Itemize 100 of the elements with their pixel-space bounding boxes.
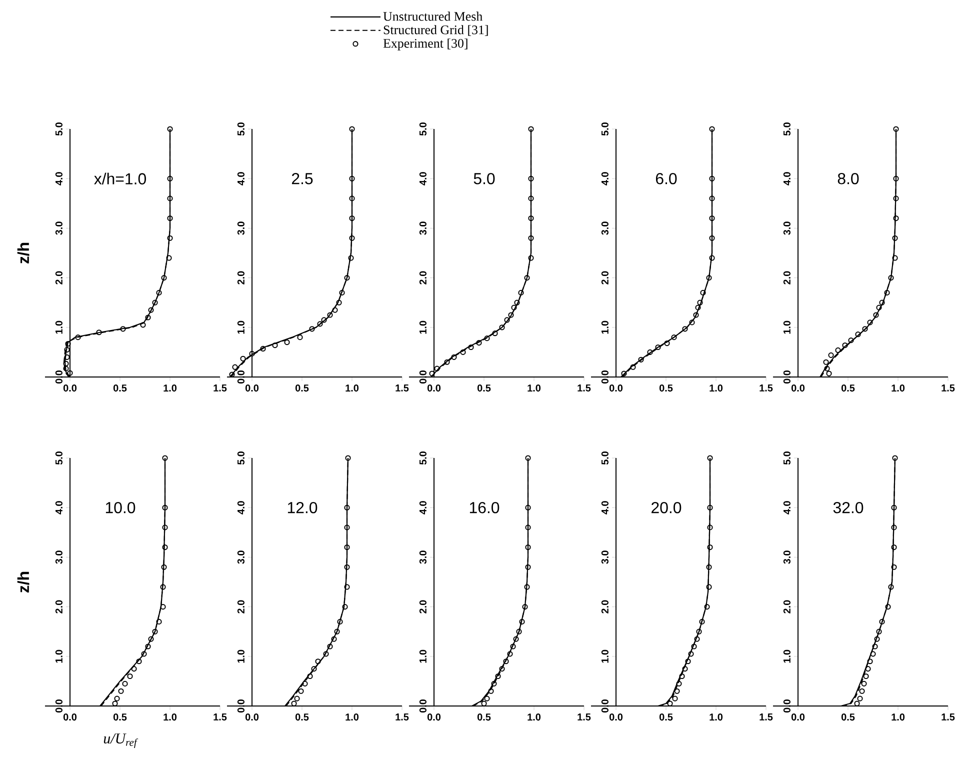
point (311, 666, 317, 672)
point (516, 628, 522, 634)
point (67, 370, 73, 376)
y-tick-label: 5.0 (237, 122, 244, 136)
point (707, 504, 713, 510)
point (344, 504, 350, 510)
point (156, 618, 162, 624)
annotation: 20.0 (652, 502, 682, 514)
point (892, 235, 898, 241)
y-axis-title: z/h (17, 242, 30, 264)
point (114, 696, 120, 702)
point (96, 330, 102, 336)
point (136, 658, 142, 664)
x-tick-label: 1.5 (214, 714, 227, 720)
x-tick-label: 0.0 (427, 714, 441, 721)
point (872, 644, 878, 650)
point (118, 688, 124, 694)
y-tick-label: 3.0 (55, 550, 62, 564)
point (884, 290, 890, 296)
point (874, 636, 880, 642)
y-tick-label: 2.0 (783, 600, 790, 614)
point (460, 349, 466, 356)
x-tick-label: 0.5 (477, 384, 491, 392)
point (444, 359, 450, 365)
point (499, 666, 505, 672)
point (892, 255, 898, 261)
y-tick-label: 2.0 (419, 271, 426, 284)
point (861, 680, 867, 686)
point (148, 636, 154, 642)
point (141, 651, 147, 657)
x-tick-label: 1.5 (396, 714, 409, 720)
point (260, 346, 266, 352)
y-tick-label: 5.0 (601, 451, 608, 465)
point (638, 356, 644, 362)
point (334, 628, 340, 634)
y-tick-label: 4.0 (237, 501, 244, 514)
point (344, 275, 350, 281)
x-tick-label: 1.0 (164, 384, 177, 392)
point (893, 196, 899, 202)
point (525, 564, 531, 570)
point (706, 275, 712, 281)
point (160, 604, 166, 610)
point (332, 307, 338, 313)
point (161, 564, 167, 570)
point (339, 290, 345, 296)
y-tick-label: 5.0 (601, 122, 608, 136)
point (691, 644, 697, 650)
point (167, 215, 173, 222)
point (709, 196, 715, 202)
point (156, 290, 162, 296)
annotation: 10.0 (106, 502, 136, 514)
point (297, 334, 303, 340)
point (525, 524, 531, 530)
point (162, 524, 168, 530)
point (240, 356, 246, 362)
point (429, 370, 435, 376)
point (870, 651, 876, 657)
point (348, 255, 354, 261)
y-tick-label: 1.0 (783, 320, 790, 334)
y-tick-label: 3.0 (783, 550, 790, 564)
point (826, 370, 832, 376)
point (344, 564, 350, 570)
point (865, 666, 871, 672)
x-tick-label: 0.0 (609, 714, 623, 721)
point (655, 344, 661, 350)
point (349, 196, 355, 202)
annotation: 16.0 (470, 502, 500, 514)
point (64, 346, 70, 353)
point (499, 324, 505, 330)
point (694, 636, 700, 642)
annotation: 12.0 (288, 502, 318, 514)
point (148, 307, 154, 313)
legend-label: Unstructured Mesh (383, 12, 483, 21)
x-tick-label: 0.0 (63, 384, 77, 392)
point (120, 326, 126, 332)
y-tick-label: 3.0 (237, 550, 244, 564)
point (519, 618, 525, 624)
x-tick-label: 1.5 (760, 714, 773, 720)
y-tick-label: 2.0 (601, 271, 608, 284)
point (511, 304, 517, 310)
x-tick-label: 1.0 (346, 714, 359, 721)
y-tick-label: 4.0 (783, 172, 790, 186)
y-tick-label: 5.0 (55, 451, 62, 465)
x-tick-label: 1.5 (760, 384, 773, 392)
x-tick-label: 1.5 (942, 384, 955, 392)
point (284, 339, 290, 346)
y-tick-label: 4.0 (419, 501, 426, 514)
point (685, 658, 691, 664)
point (873, 312, 879, 318)
point (706, 584, 712, 590)
point (167, 196, 173, 202)
point (476, 340, 482, 346)
point (696, 628, 702, 634)
point (709, 235, 715, 241)
point (337, 618, 343, 624)
point (891, 564, 897, 570)
point (522, 604, 528, 610)
y-tick-label: 1.0 (419, 650, 426, 663)
point (484, 696, 490, 702)
y-tick-label: 3.0 (419, 222, 426, 235)
